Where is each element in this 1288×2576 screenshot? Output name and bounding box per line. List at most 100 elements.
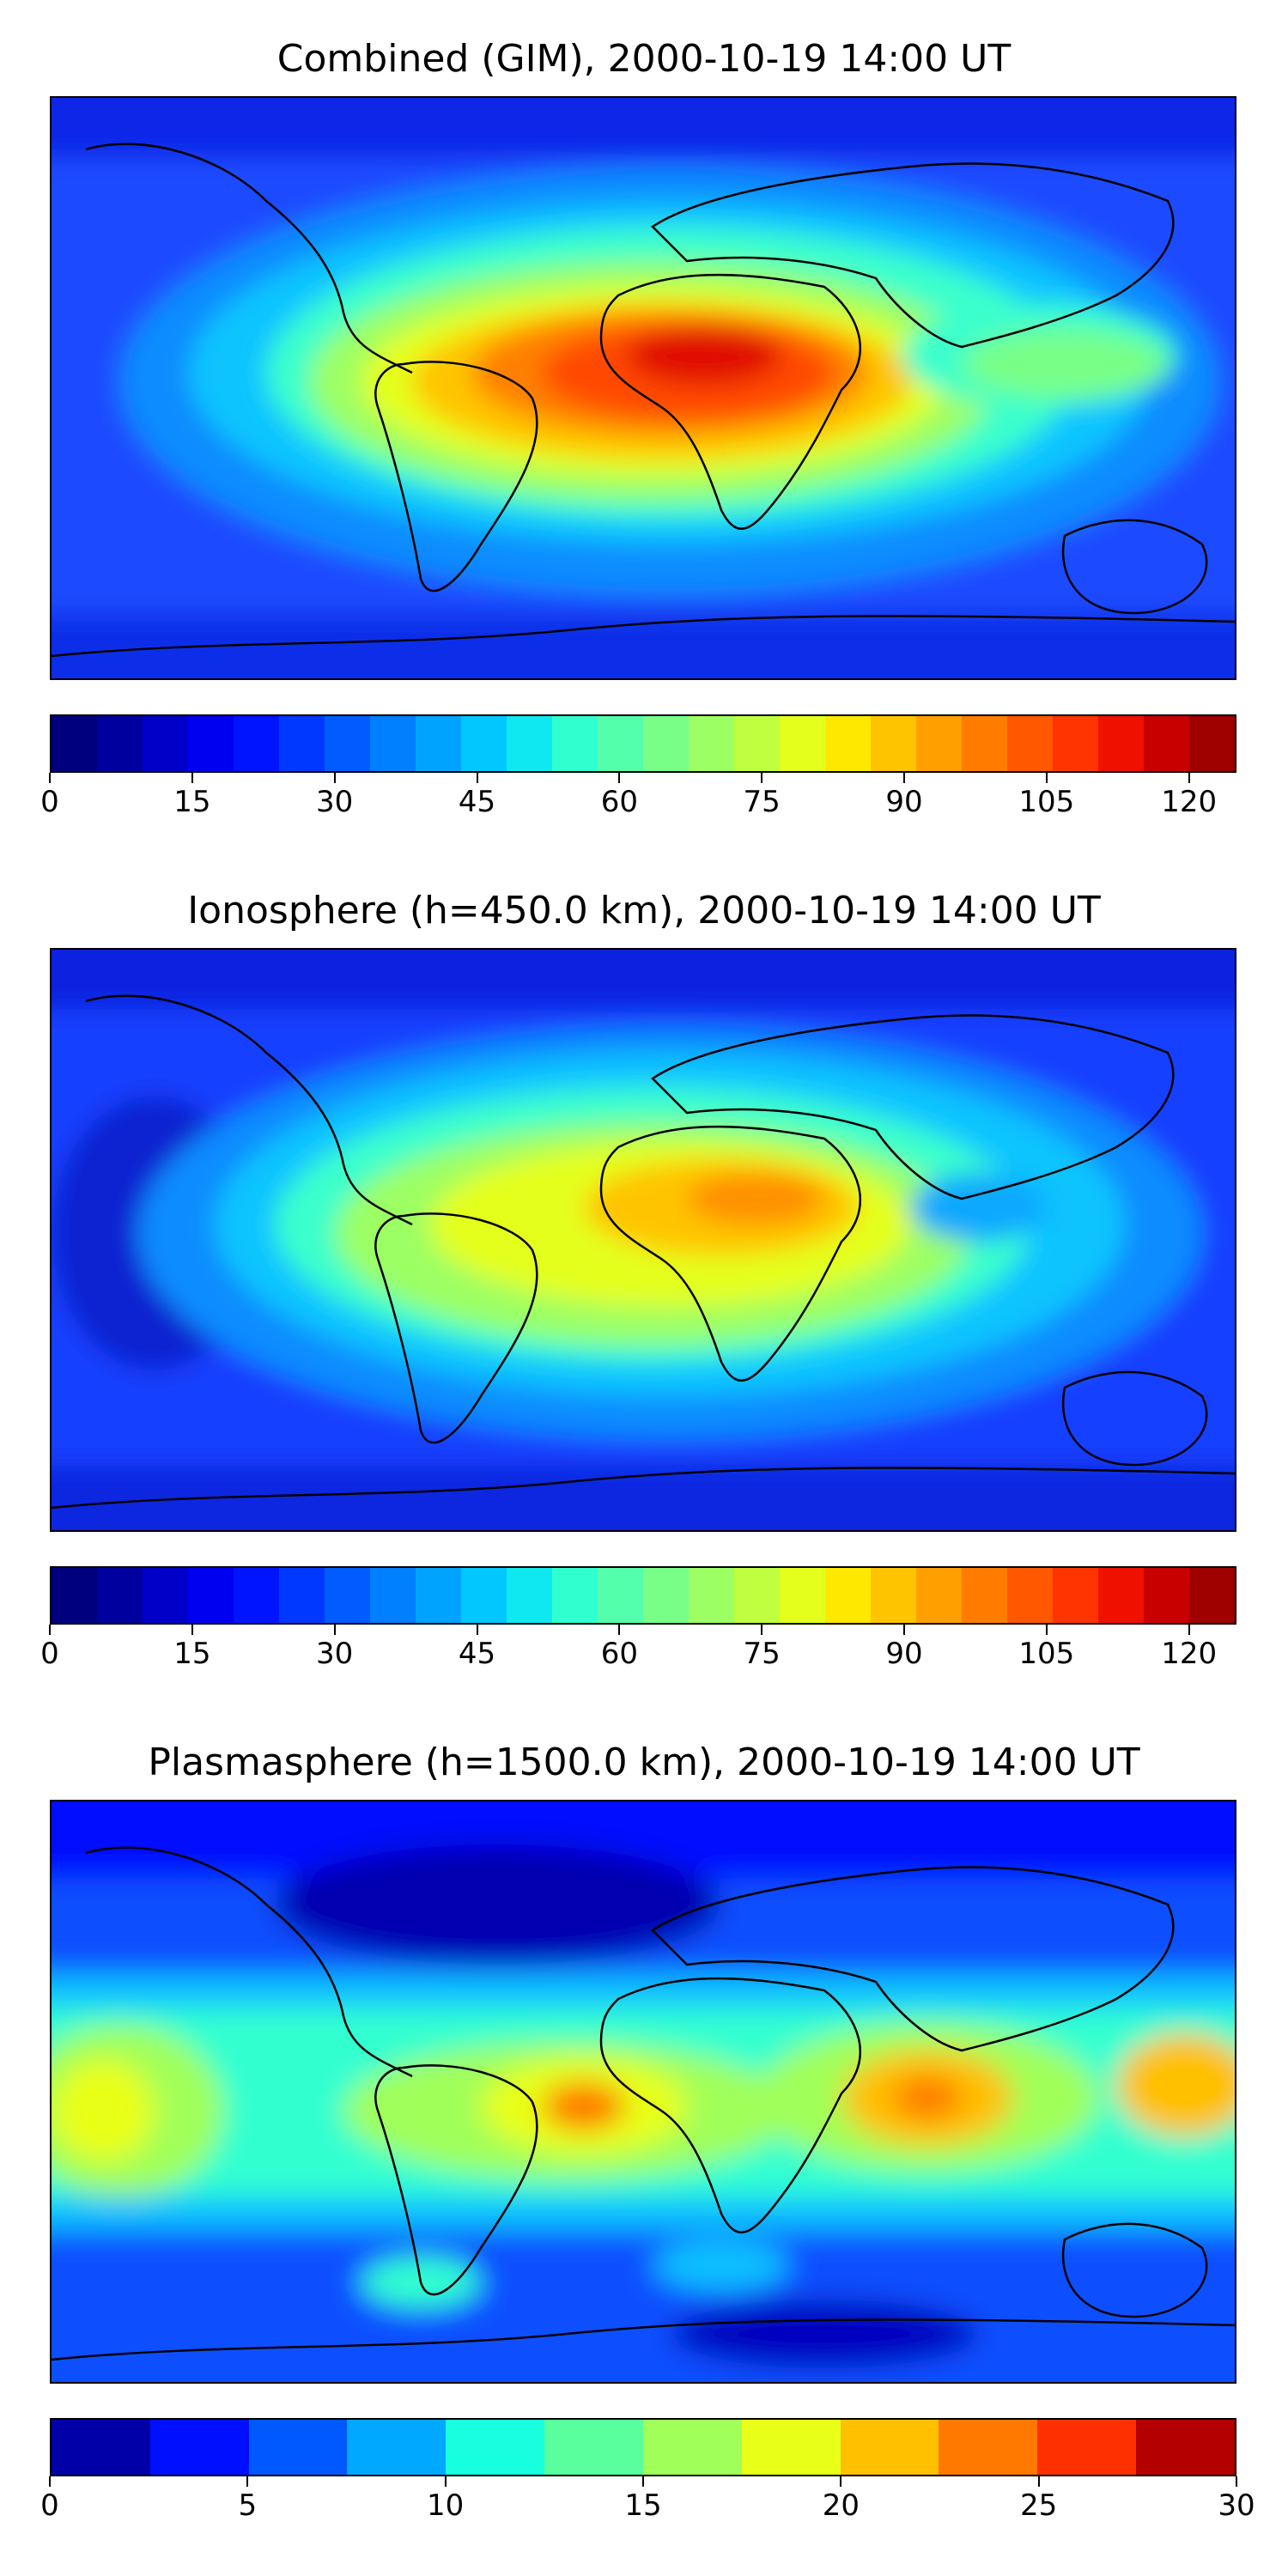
colorbar-tick — [903, 1625, 906, 1635]
colorbar-segment — [143, 716, 188, 771]
colorbar-segment — [325, 716, 370, 771]
colorbar-tick — [618, 773, 621, 783]
colorbar-tick — [618, 1625, 621, 1635]
colorbar-tick — [476, 1625, 478, 1635]
colorbar-segment — [1136, 2420, 1235, 2475]
colorbar-segment — [939, 2420, 1038, 2475]
colorbar-tick — [49, 773, 51, 783]
colorbar-segment — [507, 716, 552, 771]
colorbar-tick-label: 75 — [743, 785, 781, 819]
colorbar-segment — [149, 2420, 249, 2475]
colorbar-tick — [1188, 773, 1190, 783]
tec-field-ionosphere — [52, 950, 1235, 1530]
colorbar-segment — [871, 716, 916, 771]
colorbar-tick-label: 60 — [600, 1637, 638, 1671]
map-plasmasphere — [50, 1800, 1236, 2384]
colorbar-plasmasphere — [50, 2418, 1236, 2476]
colorbar-segment — [552, 1568, 598, 1623]
colorbar-segment — [416, 1568, 461, 1623]
panel-title-combined: Combined (GIM), 2000-10-19 14:00 UT — [276, 37, 1012, 81]
colorbar-segment — [916, 716, 962, 771]
colorbar-tick — [246, 2476, 249, 2487]
colorbar-segment — [1007, 1568, 1053, 1623]
colorbar-tick — [1188, 1625, 1190, 1635]
colorbar-segment — [279, 716, 325, 771]
colorbar-segment — [962, 1568, 1007, 1623]
colorbar-segment — [143, 1568, 188, 1623]
colorbar-tick — [1045, 1625, 1048, 1635]
map-combined — [50, 96, 1236, 680]
colorbar-tick — [333, 773, 336, 783]
coastlines — [52, 1846, 1235, 2361]
colorbar-tick-label: 30 — [1218, 2488, 1255, 2523]
tec-field-combined — [52, 98, 1235, 678]
colorbar-tick-label: 0 — [40, 2488, 59, 2523]
colorbar-segment — [234, 716, 279, 771]
colorbar-tick — [49, 2476, 51, 2487]
colorbar-segment — [642, 2420, 742, 2475]
colorbar-segment — [507, 1568, 552, 1623]
colorbar-segment — [248, 2420, 348, 2475]
colorbar-segment — [1144, 716, 1189, 771]
colorbar-tick-label: 15 — [173, 785, 211, 819]
colorbar-tick — [191, 773, 193, 783]
colorbar-segment — [825, 1568, 871, 1623]
colorbar-segment — [188, 716, 234, 771]
colorbar-segment — [234, 1568, 279, 1623]
colorbar-tick-label: 20 — [822, 2488, 860, 2523]
colorbar-tick-label: 120 — [1161, 785, 1218, 819]
colorbar-segment — [689, 1568, 734, 1623]
colorbar-segment — [643, 716, 689, 771]
colorbar-segment — [188, 1568, 234, 1623]
colorbar-tick-label: 15 — [173, 1637, 211, 1671]
colorbar-tick — [333, 1625, 336, 1635]
colorbar-tick-label: 30 — [316, 1637, 354, 1671]
colorbar-segment — [552, 716, 598, 771]
colorbar-segment — [734, 716, 780, 771]
colorbar-segment — [734, 1568, 780, 1623]
colorbar-combined — [50, 714, 1236, 773]
colorbar-segment — [840, 2420, 939, 2475]
colorbar-segment — [370, 1568, 416, 1623]
colorbar-segment — [1098, 1568, 1144, 1623]
colorbar-segment — [962, 716, 1007, 771]
colorbar-tick — [1236, 2476, 1237, 2487]
colorbar-tick — [49, 1625, 51, 1635]
colorbar-tick — [191, 1625, 193, 1635]
colorbar-tick-label: 105 — [1018, 1637, 1075, 1671]
colorbar-segment — [461, 1568, 507, 1623]
colorbar-segment — [1007, 716, 1053, 771]
colorbar-segment — [416, 716, 461, 771]
colorbar-tick — [476, 773, 478, 783]
map-ionosphere — [50, 948, 1236, 1532]
colorbar-segment — [916, 1568, 962, 1623]
colorbar-segment — [1189, 1568, 1235, 1623]
colorbar-segment — [598, 1568, 643, 1623]
colorbar-tick — [761, 773, 763, 783]
colorbar-segment — [1189, 716, 1235, 771]
colorbar-tick — [903, 773, 906, 783]
colorbar-segment — [780, 1568, 825, 1623]
colorbar-segment — [1098, 716, 1144, 771]
colorbar-tick-label: 75 — [743, 1637, 781, 1671]
colorbar-segment — [689, 716, 734, 771]
colorbar-segment — [325, 1568, 370, 1623]
colorbar-tick — [1037, 2476, 1040, 2487]
colorbar-tick-label: 60 — [600, 785, 638, 819]
panel-title-ionosphere: Ionosphere (h=450.0 km), 2000-10-19 14:0… — [187, 889, 1101, 933]
colorbar-segment — [544, 2420, 643, 2475]
colorbar-segment — [446, 2420, 545, 2475]
colorbar-segment — [52, 1568, 97, 1623]
colorbar-segment — [52, 716, 97, 771]
colorbar-tick — [840, 2476, 842, 2487]
colorbar-tick-label: 10 — [427, 2488, 465, 2523]
colorbar-segment — [52, 2420, 150, 2475]
colorbar-segment — [97, 1568, 143, 1623]
colorbar-segment — [871, 1568, 916, 1623]
colorbar-segment — [643, 1568, 689, 1623]
colorbar-tick-label: 30 — [316, 785, 354, 819]
colorbar-tick-label: 120 — [1161, 1637, 1218, 1671]
colorbar-segment — [1144, 1568, 1189, 1623]
colorbar-segment — [1053, 716, 1098, 771]
colorbar-tick-label: 45 — [458, 1637, 496, 1671]
